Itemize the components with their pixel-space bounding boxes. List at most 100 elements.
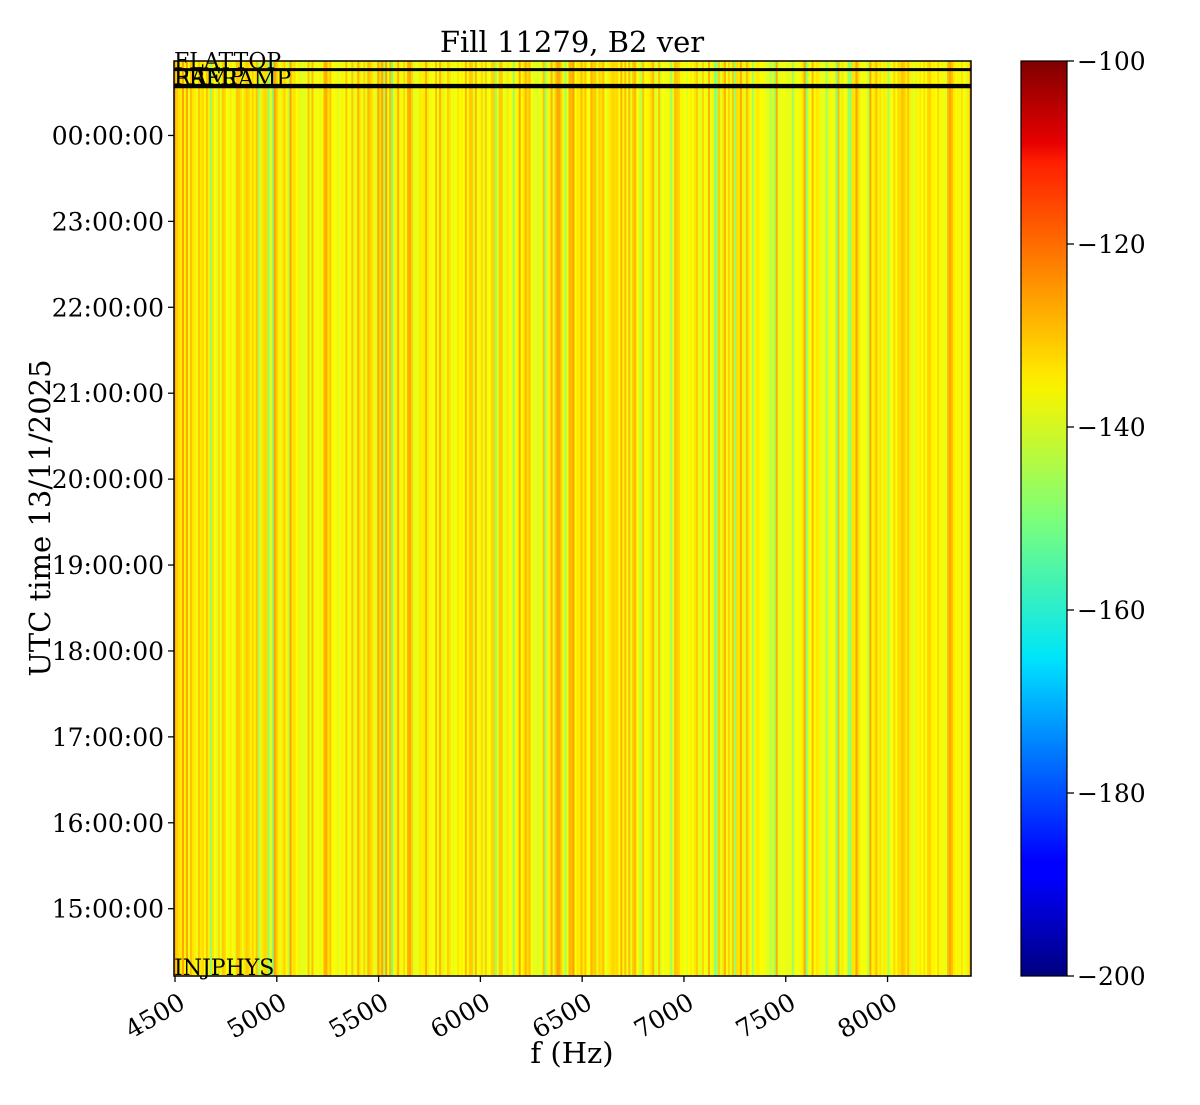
heatmap-stripe xyxy=(967,61,970,976)
heatmap-stripe xyxy=(761,61,765,976)
heatmap-stripe xyxy=(397,61,400,976)
heatmap-stripe xyxy=(721,61,725,976)
heatmap-stripe xyxy=(500,61,504,976)
heatmap-stripe xyxy=(706,61,709,976)
heatmap-stripe xyxy=(636,61,639,976)
heatmap-stripe xyxy=(227,61,231,976)
heatmap-stripe xyxy=(949,61,952,976)
heatmap-stripe xyxy=(540,61,544,976)
colorbar-tick-label: −120 xyxy=(1077,230,1146,259)
heatmap-stripe xyxy=(415,61,418,976)
heatmap-stripe xyxy=(817,61,821,976)
heatmap-stripe xyxy=(427,61,430,976)
heatmap-stripe xyxy=(407,61,410,976)
heatmap-stripe xyxy=(610,61,613,976)
heatmap-stripe xyxy=(375,61,378,976)
heatmap-stripe xyxy=(759,61,763,976)
heatmap-stripe xyxy=(504,61,508,976)
heatmap-stripe xyxy=(771,61,775,976)
heatmap-stripe xyxy=(359,61,362,976)
heatmap-stripe xyxy=(847,61,851,976)
heatmap-stripe xyxy=(303,61,307,976)
heatmap-stripe xyxy=(676,61,679,976)
heatmap-stripe xyxy=(323,61,327,976)
heatmap-stripe xyxy=(709,61,713,976)
heatmap-stripe xyxy=(520,61,524,976)
heatmap-stripe xyxy=(702,61,705,976)
heatmap-stripe xyxy=(442,61,446,976)
heatmap-stripe xyxy=(939,61,942,976)
heatmap-stripe xyxy=(576,61,580,976)
heatmap-stripe xyxy=(548,61,552,976)
heatmap-stripe xyxy=(891,61,894,976)
heatmap-stripe xyxy=(307,61,311,976)
heatmap-stripe xyxy=(955,61,958,976)
heatmap-stripe xyxy=(600,61,603,976)
heatmap-stripe xyxy=(797,61,801,976)
heatmap-stripe xyxy=(524,61,528,976)
heatmap-stripe xyxy=(462,61,466,976)
heatmap-stripe xyxy=(385,61,388,976)
heatmap-stripe xyxy=(594,61,598,976)
heatmap-stripe xyxy=(644,61,647,976)
heatmap-stripe xyxy=(403,61,406,976)
heatmap-stripe xyxy=(267,61,271,976)
heatmap-stripe xyxy=(783,61,787,976)
heatmap-stripe xyxy=(241,61,245,976)
heatmap-stripe xyxy=(343,61,346,976)
heatmap-stripe xyxy=(197,61,201,976)
heatmap-stripe xyxy=(945,61,948,976)
heatmap-stripe xyxy=(187,61,191,976)
heatmap-stripe xyxy=(664,61,667,976)
heatmap-stripe xyxy=(612,61,615,976)
heatmap-stripe xyxy=(446,61,450,976)
heatmap-stripe xyxy=(399,61,402,976)
heatmap-stripe xyxy=(717,61,721,976)
heatmap-stripe xyxy=(715,61,719,976)
colorbar-tick-label: −100 xyxy=(1077,47,1146,76)
colorbar xyxy=(1020,60,1068,977)
heatmap-stripe xyxy=(845,61,849,976)
heatmap-stripe xyxy=(737,61,741,976)
heatmap-stripe xyxy=(213,61,217,976)
heatmap-stripe xyxy=(857,61,861,976)
heatmap-stripe xyxy=(648,61,651,976)
heatmap-stripe xyxy=(341,61,344,976)
heatmap-stripe xyxy=(215,61,219,976)
heatmap-stripe xyxy=(885,61,888,976)
heatmap-stripe xyxy=(175,61,179,976)
heatmap-stripe xyxy=(813,61,817,976)
heatmap-stripe xyxy=(219,61,223,976)
heatmap-stripe xyxy=(444,61,448,976)
heatmap-stripe xyxy=(522,61,526,976)
heatmap-body xyxy=(174,61,971,976)
heatmap-stripe xyxy=(526,61,530,976)
heatmap-stripe xyxy=(183,61,187,976)
chart-title: Fill 11279, B2 ver xyxy=(440,25,704,59)
heatmap-stripe xyxy=(622,61,625,976)
heatmap-stripe xyxy=(387,61,390,976)
heatmap-stripe xyxy=(476,61,480,976)
heatmap-stripe xyxy=(371,61,374,976)
heatmap-stripe xyxy=(957,61,960,976)
heatmap-stripe xyxy=(618,61,621,976)
heatmap-stripe xyxy=(650,61,653,976)
heatmap-stripe xyxy=(464,61,468,976)
heatmap-stripe xyxy=(508,61,512,976)
heatmap-stripe xyxy=(235,61,239,976)
colorbar-tick-label: −180 xyxy=(1077,779,1146,808)
heatmap-stripe xyxy=(450,61,454,976)
heatmap-stripe xyxy=(743,61,747,976)
heatmap-stripe xyxy=(225,61,229,976)
heatmap-stripe xyxy=(484,61,488,976)
heatmap-stripe xyxy=(466,61,470,976)
heatmap-stripe xyxy=(474,61,478,976)
heatmap-stripe xyxy=(698,61,701,976)
heatmap-stripe xyxy=(441,61,444,976)
y-tick-label: 22:00:00 xyxy=(52,293,164,322)
heatmap-stripe xyxy=(448,61,452,976)
heatmap-stripe xyxy=(502,61,506,976)
heatmap-stripe xyxy=(735,61,739,976)
heatmap-stripe xyxy=(429,61,432,976)
